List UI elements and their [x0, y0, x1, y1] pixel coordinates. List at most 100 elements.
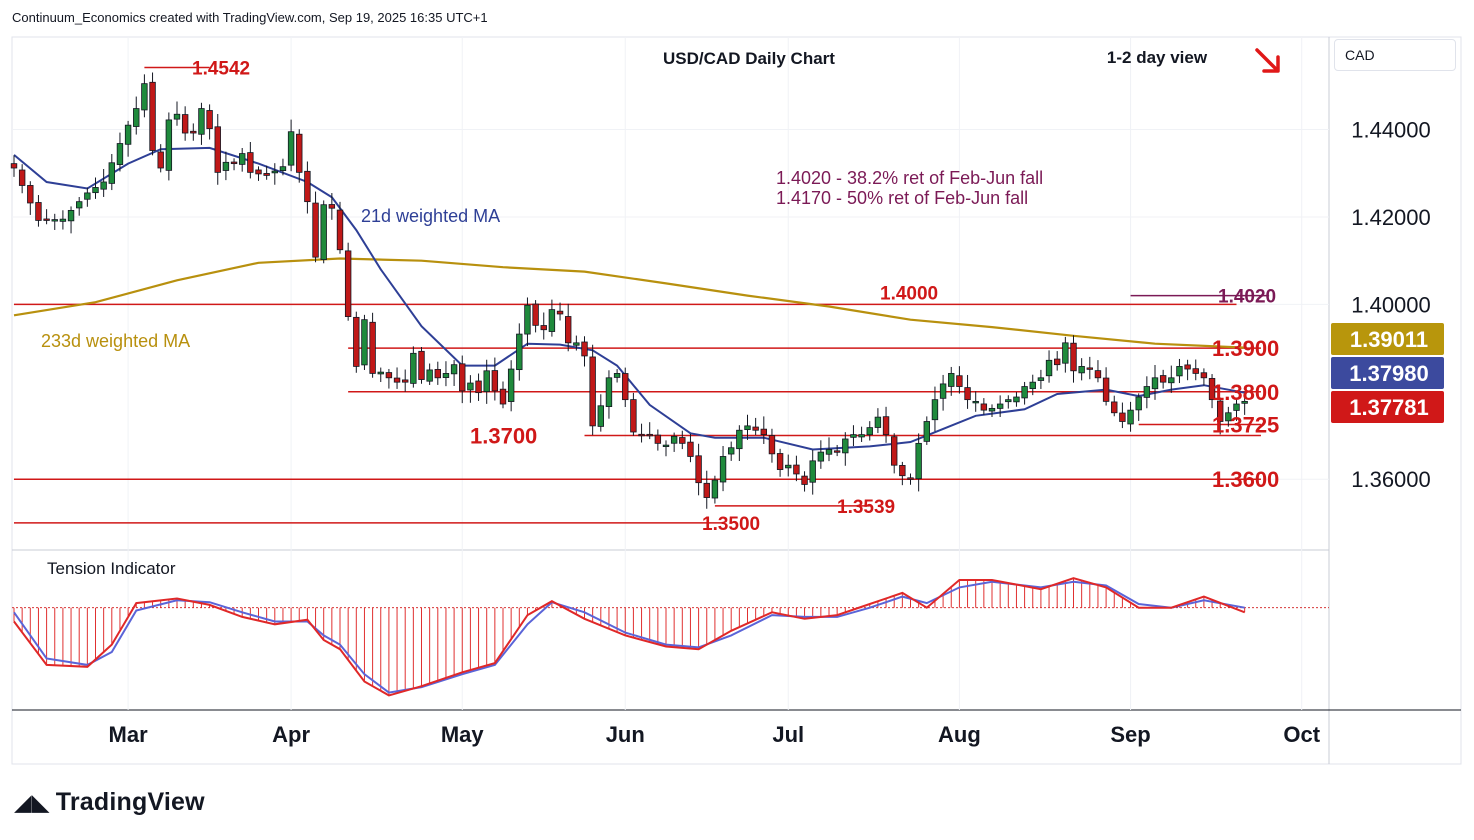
candle-body [1168, 377, 1175, 384]
candle [1013, 392, 1020, 407]
candle-body [377, 371, 384, 375]
candle [418, 347, 425, 384]
x-tick-label: Jun [606, 722, 645, 747]
candle-body [573, 342, 580, 346]
candle-body [833, 450, 841, 453]
candle-body [1184, 364, 1191, 370]
candle [353, 311, 360, 373]
y-tick-label: 1.44000 [1351, 118, 1431, 143]
candle [67, 206, 75, 234]
candle-body [475, 380, 482, 394]
candle-body [491, 370, 499, 392]
x-tick-label: Aug [938, 722, 981, 747]
candle [450, 360, 458, 386]
candle [35, 195, 42, 227]
candle-body [18, 169, 26, 186]
candle-body [556, 310, 564, 315]
candle [181, 106, 189, 141]
candle [1151, 365, 1159, 400]
candle-body [418, 350, 425, 380]
candle [410, 346, 417, 388]
candle [752, 417, 759, 436]
candle [385, 368, 393, 389]
candle [149, 72, 156, 156]
tradingview-logo-icon: ◢◣ [14, 789, 50, 815]
level-label-1.3700: 1.3700 [470, 423, 537, 448]
candle [842, 432, 849, 466]
candle-body [866, 427, 873, 436]
candle-body [157, 151, 164, 169]
candle [51, 213, 58, 230]
currency-badge[interactable]: CAD [1334, 39, 1456, 71]
candle-body [67, 209, 75, 222]
candle [247, 142, 254, 179]
level-label-1.3900: 1.3900 [1212, 336, 1279, 361]
price-badge-label: 1.39011 [1350, 327, 1428, 352]
candle [263, 165, 270, 180]
level-label-1.3500: 1.3500 [702, 514, 760, 535]
candle [190, 123, 197, 141]
candle-body [980, 403, 988, 411]
candle [198, 102, 205, 145]
candle-body [320, 204, 327, 260]
x-tick-label: Sep [1110, 722, 1150, 747]
candle [1037, 369, 1045, 389]
candle [662, 440, 670, 457]
candle [915, 433, 922, 492]
candle-body [736, 429, 743, 450]
candle-body [1070, 342, 1077, 372]
candle [344, 242, 352, 321]
candle-body [809, 460, 816, 483]
candle-body [1005, 399, 1012, 403]
candle [1184, 359, 1191, 381]
candle-body [1192, 368, 1199, 374]
candle-body [728, 447, 735, 455]
candle-body [84, 192, 91, 200]
candle [312, 191, 319, 263]
candle-body [622, 373, 629, 401]
candle-body [450, 364, 458, 375]
candle [271, 163, 278, 185]
view-label: 1-2 day view [1107, 48, 1208, 67]
price-badge-bg [1331, 323, 1444, 355]
candle [1135, 393, 1142, 421]
candle-body [328, 204, 336, 209]
tradingview-logo[interactable]: ◢◣ TradingView [14, 788, 205, 816]
candle-body [842, 438, 849, 454]
candle-body [279, 166, 287, 171]
candle-body [801, 475, 808, 485]
candle-body [548, 309, 556, 332]
candle [499, 381, 507, 409]
price-badge-label: 1.37781 [1349, 395, 1429, 420]
candle-body [1021, 386, 1028, 399]
candle-body [646, 433, 653, 437]
candle [59, 210, 67, 230]
candle [491, 357, 499, 401]
candle-body [874, 416, 882, 428]
candle [1233, 398, 1240, 421]
candle [27, 181, 34, 215]
candle [124, 120, 132, 157]
candle [108, 153, 115, 191]
candle-body [35, 202, 42, 221]
x-tick-label: Apr [272, 722, 310, 747]
x-tick-label: Oct [1283, 722, 1320, 747]
candle [638, 423, 645, 443]
tension-indicator-pane [12, 577, 1329, 697]
candle [809, 450, 816, 495]
candle [1005, 395, 1012, 409]
candle [907, 473, 914, 485]
candle [1062, 336, 1069, 373]
level-label-1.3800: 1.3800 [1212, 380, 1279, 405]
candle [116, 132, 124, 172]
candle [230, 158, 238, 171]
candle [1045, 350, 1053, 383]
down-arrow-icon [1255, 48, 1280, 73]
candle [377, 367, 384, 383]
candle [304, 161, 311, 214]
candle-body [597, 405, 604, 427]
ma21-line [13, 146, 1245, 451]
candle [1102, 367, 1110, 406]
price-badge: 1.37781 [1331, 391, 1444, 423]
